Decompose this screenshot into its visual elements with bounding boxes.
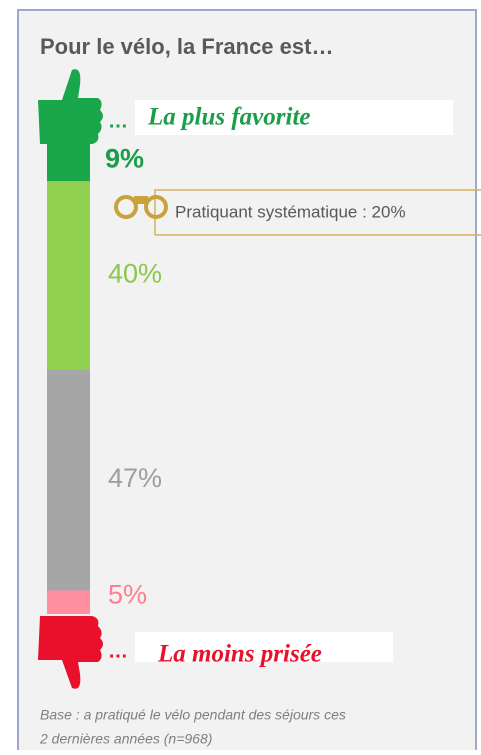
bottom-label-box bbox=[135, 632, 393, 662]
bottom-label-prefix: … bbox=[108, 640, 128, 662]
value-label: 40% bbox=[108, 259, 162, 289]
bar-segment bbox=[47, 139, 90, 182]
value-label: 9% bbox=[105, 143, 144, 173]
top-label: La plus favorite bbox=[147, 104, 311, 131]
annotation: Pratiquant systématique : 20% bbox=[175, 202, 406, 221]
value-label: 47% bbox=[108, 463, 162, 493]
thumbs-down-icon bbox=[38, 616, 103, 689]
bar-segment bbox=[47, 369, 90, 591]
top-label-box bbox=[135, 100, 453, 135]
top-label-prefix: … bbox=[108, 110, 128, 132]
footnote: Base : a pratiqué le vélo pendant des sé… bbox=[40, 707, 346, 723]
chart-title: Pour le vélo, la France est… bbox=[40, 34, 333, 59]
value-label: 5% bbox=[108, 579, 147, 609]
binoculars-icon bbox=[114, 195, 168, 219]
bar-segment bbox=[47, 181, 90, 370]
bottom-label: La moins prisée bbox=[157, 641, 322, 668]
footnote: 2 dernières années (n=968) bbox=[39, 731, 212, 747]
thumbs-up-icon bbox=[38, 69, 103, 144]
bar-segment bbox=[47, 590, 90, 614]
annotation-box bbox=[154, 189, 481, 236]
